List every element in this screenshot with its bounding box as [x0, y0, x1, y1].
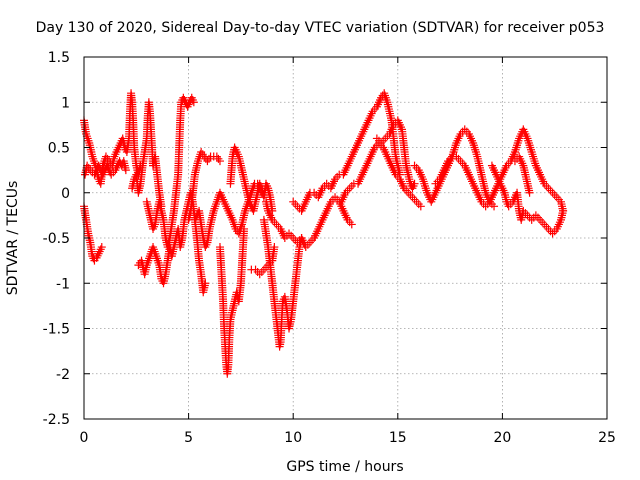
- data-point: [240, 224, 249, 233]
- series-arc-3: [81, 157, 130, 179]
- x-tick-label: 15: [389, 430, 407, 446]
- data-point: [490, 202, 499, 211]
- y-tick-label: -2: [56, 367, 70, 383]
- y-tick-label: 0.5: [48, 141, 70, 157]
- data-point: [97, 243, 106, 252]
- series-arc-14: [289, 89, 404, 215]
- x-tick-label: 20: [493, 430, 511, 446]
- x-tick-label: 5: [184, 430, 193, 446]
- y-axis-label: SDTVAR / TECUs: [5, 181, 21, 296]
- data-points: [80, 89, 568, 378]
- series-arc-2: [80, 202, 106, 265]
- x-tick-label: 25: [598, 430, 616, 446]
- data-point: [189, 98, 198, 107]
- x-tick-label: 10: [284, 430, 302, 446]
- y-tick-label: -2.5: [43, 412, 70, 428]
- series-arc-16: [337, 138, 425, 211]
- data-point: [121, 166, 130, 175]
- data-point: [201, 279, 210, 288]
- series-arc-15: [372, 116, 419, 193]
- series-arc-19: [487, 161, 568, 238]
- y-tick-label: -1.5: [43, 322, 70, 338]
- data-point: [410, 179, 419, 188]
- data-point: [215, 157, 224, 166]
- axes: 0 5 10 15 20 25 -2.5 -2 -1.5 -1 -0.5 0 0.5 1 1.5: [43, 50, 616, 446]
- y-tick-label: 1.5: [48, 50, 70, 66]
- series-arc-4: [128, 98, 166, 211]
- data-point: [525, 188, 534, 197]
- y-tick-label: 0: [61, 186, 70, 202]
- data-point: [347, 220, 356, 229]
- series-arc-13: [262, 193, 356, 252]
- data-point: [416, 202, 425, 211]
- x-tick-label: 0: [80, 430, 89, 446]
- y-tick-label: -1: [56, 276, 70, 292]
- series-arc-12: [259, 215, 306, 351]
- data-point: [559, 206, 568, 215]
- series-arc-20: [510, 152, 534, 197]
- series-arc-10: [226, 143, 277, 215]
- y-tick-label: -0.5: [43, 231, 70, 247]
- series-arc-7: [184, 148, 224, 224]
- x-axis-label: GPS time / hours: [286, 459, 403, 475]
- y-tick-label: 1: [61, 95, 70, 111]
- chart-title: Day 130 of 2020, Sidereal Day-to-day VTE…: [36, 20, 605, 36]
- series-arc-9: [215, 224, 249, 378]
- series-arc-5: [134, 188, 210, 297]
- series-arc-6: [142, 93, 198, 252]
